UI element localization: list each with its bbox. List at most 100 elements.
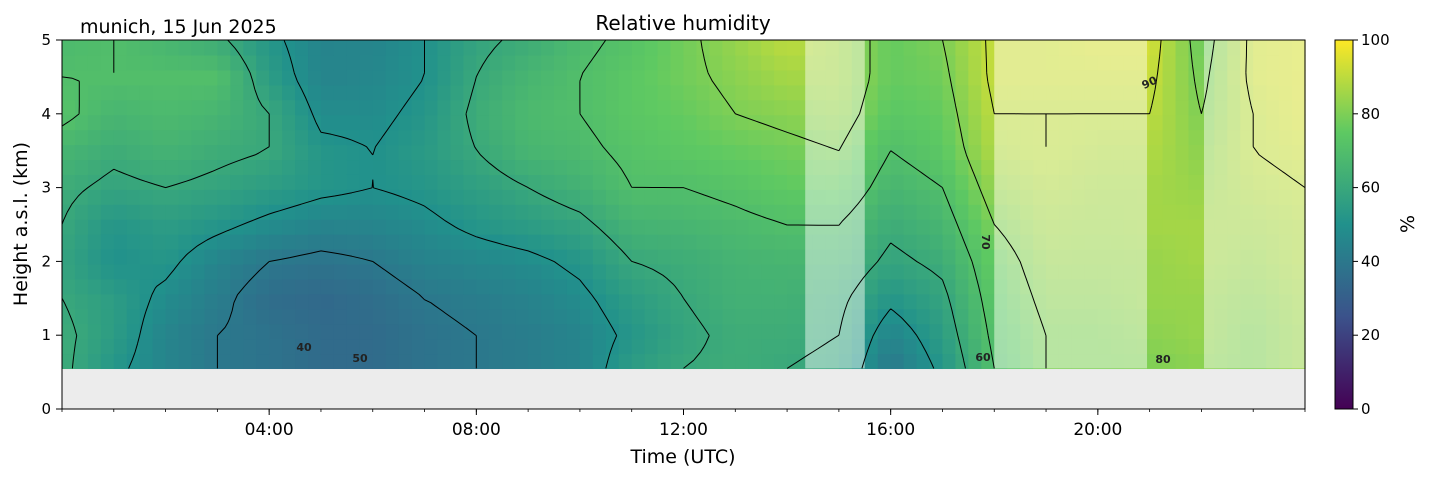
heatmap-cell [1020, 174, 1034, 190]
heatmap-cell [191, 159, 206, 175]
heatmap-cell [877, 263, 892, 280]
heatmap-cell [812, 144, 827, 161]
heatmap-cell [1097, 174, 1112, 190]
heatmap-cell [709, 144, 723, 161]
heatmap-cell [942, 40, 957, 56]
heatmap-cell [528, 159, 542, 175]
heatmap-cell [825, 204, 840, 220]
heatmap-cell [670, 293, 685, 310]
heatmap-cell [385, 99, 400, 116]
heatmap-cell [1097, 204, 1112, 220]
heatmap-cell [1058, 114, 1073, 131]
heatmap-cell [722, 338, 736, 355]
heatmap-cell [1279, 144, 1293, 161]
heatmap-cell [1097, 263, 1112, 280]
heatmap-cell [502, 114, 516, 131]
heatmap-cell [657, 323, 672, 340]
heatmap-cell [1201, 84, 1215, 101]
heatmap-cell [1046, 54, 1060, 71]
heatmap-cell [1033, 174, 1047, 190]
heatmap-cell [1097, 338, 1112, 355]
heatmap-cell [1071, 99, 1086, 116]
heatmap-cell [385, 248, 400, 265]
heatmap-cell [554, 219, 568, 235]
heatmap-cell [528, 263, 542, 280]
heatmap-cell [489, 40, 503, 56]
heatmap-cell [1033, 40, 1047, 56]
heatmap-cell [1201, 174, 1215, 190]
heatmap-cell [851, 144, 866, 161]
heatmap-cell [333, 278, 348, 295]
heatmap-cell [398, 114, 413, 131]
heatmap-cell [644, 234, 659, 250]
heatmap-cell [62, 99, 76, 116]
heatmap-cell [1084, 54, 1099, 71]
heatmap-cell [1136, 323, 1151, 340]
heatmap-cell [1188, 278, 1203, 295]
heatmap-cell [644, 204, 659, 220]
heatmap-cell [1201, 159, 1215, 175]
heatmap-cell [670, 308, 685, 325]
heatmap-cell [282, 189, 296, 205]
heatmap-cell [554, 293, 568, 310]
heatmap-cell [1020, 159, 1034, 175]
heatmap-cell [968, 40, 982, 56]
heatmap-cell [113, 159, 128, 175]
heatmap-cell [528, 248, 542, 265]
heatmap-cell [165, 114, 180, 131]
colorbar-tick-label: 0 [1361, 400, 1371, 418]
heatmap-cell [981, 174, 995, 190]
heatmap-cell [320, 219, 335, 235]
heatmap-cell [748, 338, 762, 355]
heatmap-cell [696, 308, 710, 325]
heatmap-cell [1279, 308, 1293, 325]
heatmap-cell [1071, 338, 1086, 355]
heatmap-cell [968, 278, 982, 295]
heatmap-cell [851, 40, 866, 56]
masked-period [805, 40, 865, 369]
heatmap-cell [1097, 189, 1112, 205]
heatmap-cell [528, 40, 542, 56]
heatmap-cell [890, 54, 905, 71]
heatmap-cell [1188, 129, 1203, 146]
heatmap-cell [126, 278, 141, 295]
heatmap-cell [735, 114, 749, 131]
heatmap-cell [1214, 308, 1228, 325]
heatmap-cell [489, 144, 503, 161]
heatmap-cell [1097, 234, 1112, 250]
heatmap-cell [1136, 278, 1151, 295]
heatmap-cell [139, 278, 154, 295]
heatmap-cell [1084, 248, 1099, 265]
heatmap-cell [346, 69, 361, 86]
heatmap-cell [1253, 323, 1267, 340]
heatmap-cell [696, 144, 710, 161]
heatmap-cell [243, 263, 257, 280]
heatmap-cell [295, 159, 309, 175]
heatmap-cell [735, 204, 749, 220]
heatmap-cell [1253, 338, 1267, 355]
heatmap-cell [333, 293, 348, 310]
heatmap-cell [1071, 278, 1086, 295]
heatmap-cell [437, 69, 452, 86]
heatmap-cell [825, 159, 840, 175]
heatmap-cell [722, 278, 736, 295]
heatmap-cell [372, 144, 387, 161]
heatmap-cell [644, 84, 659, 101]
heatmap-cell [1123, 129, 1138, 146]
heatmap-cell [1097, 129, 1112, 146]
heatmap-cell [230, 174, 244, 190]
heatmap-cell [217, 69, 231, 86]
heatmap-cell [670, 99, 685, 116]
heatmap-cell [217, 40, 231, 56]
heatmap-cell [877, 353, 892, 370]
heatmap-cell [424, 40, 439, 56]
heatmap-cell [230, 114, 244, 131]
heatmap-cell [1071, 114, 1086, 131]
heatmap-cell [320, 114, 335, 131]
heatmap-cell [631, 308, 646, 325]
heatmap-cell [372, 40, 387, 56]
heatmap-cell [165, 248, 180, 265]
heatmap-cell [1123, 204, 1138, 220]
heatmap-cell [139, 234, 154, 250]
heatmap-cell [191, 234, 206, 250]
